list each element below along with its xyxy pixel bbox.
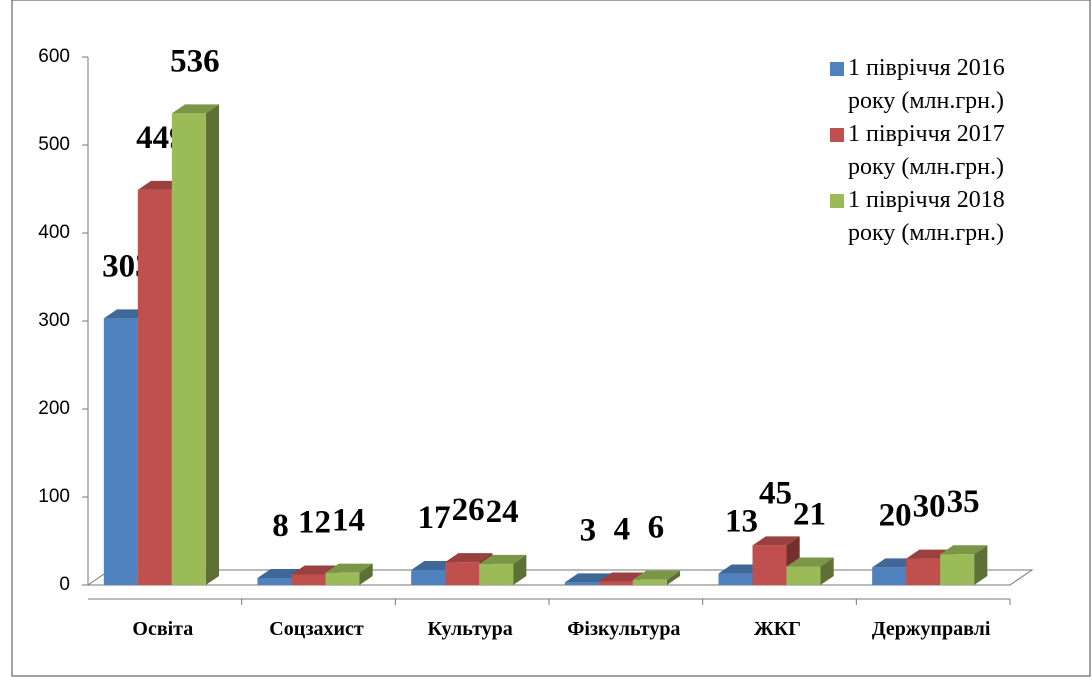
legend-item: 1 півріччя 2016 року (млн.грн.) — [828, 52, 1038, 118]
value-label: 3 — [580, 512, 597, 548]
value-label: 45 — [759, 475, 792, 511]
bar — [752, 545, 787, 585]
value-label: 35 — [947, 484, 980, 520]
value-label: 4 — [614, 511, 631, 547]
legend-item: 1 півріччя 2017 року (млн.грн.) — [828, 118, 1038, 184]
y-tick-label: 600 — [38, 46, 70, 67]
bar — [598, 581, 633, 585]
bar-top — [479, 554, 527, 564]
y-tick-label: 300 — [38, 310, 70, 331]
bar-side — [820, 557, 834, 585]
value-label: 17 — [418, 500, 451, 536]
legend-label: 1 півріччя 2016 року (млн.грн.) — [848, 55, 1005, 114]
value-label: 6 — [648, 510, 665, 546]
x-tick-label: Держуправлі — [872, 618, 991, 640]
chart-frame — [11, 0, 1091, 677]
y-tick-label: 400 — [38, 222, 70, 243]
value-label: 12 — [298, 504, 331, 540]
x-tick-label: Культура — [428, 618, 513, 640]
legend-label: 1 півріччя 2017 року (млн.грн.) — [848, 121, 1005, 180]
bar — [171, 113, 206, 585]
value-label: 24 — [486, 494, 519, 530]
value-label: 21 — [793, 497, 826, 533]
bar-side — [513, 554, 527, 585]
value-label: 20 — [879, 497, 912, 533]
legend-label: 1 півріччя 2018 року (млн.грн.) — [848, 187, 1005, 246]
value-label: 13 — [725, 504, 758, 540]
legend-item: 1 півріччя 2018 року (млн.грн.) — [828, 184, 1038, 250]
bar — [940, 554, 975, 585]
bar-top — [786, 557, 834, 567]
bar-side — [974, 545, 988, 585]
bar-top — [325, 563, 373, 573]
bar — [257, 577, 292, 585]
bar — [479, 563, 514, 585]
bar — [786, 566, 821, 585]
value-label: 26 — [452, 492, 485, 528]
x-tick-label: Соцзахист — [269, 618, 364, 640]
bar — [445, 562, 480, 585]
bar-top — [171, 104, 220, 114]
legend: 1 півріччя 2016 року (млн.грн.) 1 піврічч… — [828, 52, 1038, 250]
bar — [906, 558, 941, 585]
bar-top — [445, 553, 493, 563]
bar — [137, 189, 172, 585]
legend-swatch — [830, 62, 844, 76]
x-tick-label: ЖКГ — [754, 618, 801, 640]
bar — [291, 574, 326, 585]
value-label: 8 — [272, 508, 289, 544]
y-tick-label: 100 — [38, 486, 70, 507]
x-tick-label: Освіта — [132, 618, 193, 640]
bar-side — [205, 104, 220, 585]
bar-top — [940, 545, 988, 555]
bar-top — [632, 570, 681, 580]
legend-swatch — [830, 194, 844, 208]
bar — [564, 582, 599, 585]
y-tick-label: 0 — [59, 574, 70, 595]
bar-side — [666, 570, 681, 585]
bar-side — [359, 563, 373, 585]
x-tick-label: Фізкультура — [567, 618, 680, 640]
bar — [325, 572, 360, 585]
legend-swatch — [830, 128, 844, 142]
floor — [86, 569, 1034, 586]
bar — [411, 570, 446, 585]
value-label: 30 — [913, 489, 946, 525]
value-label: 536 — [170, 43, 220, 79]
bar — [103, 318, 138, 585]
bar-top — [752, 536, 800, 546]
y-tick-label: 200 — [38, 398, 70, 419]
bar — [632, 579, 667, 585]
y-tick-label: 500 — [38, 134, 70, 155]
bar — [718, 573, 753, 585]
value-label: 14 — [332, 503, 365, 539]
bar-top — [564, 573, 613, 583]
bar — [872, 567, 907, 585]
